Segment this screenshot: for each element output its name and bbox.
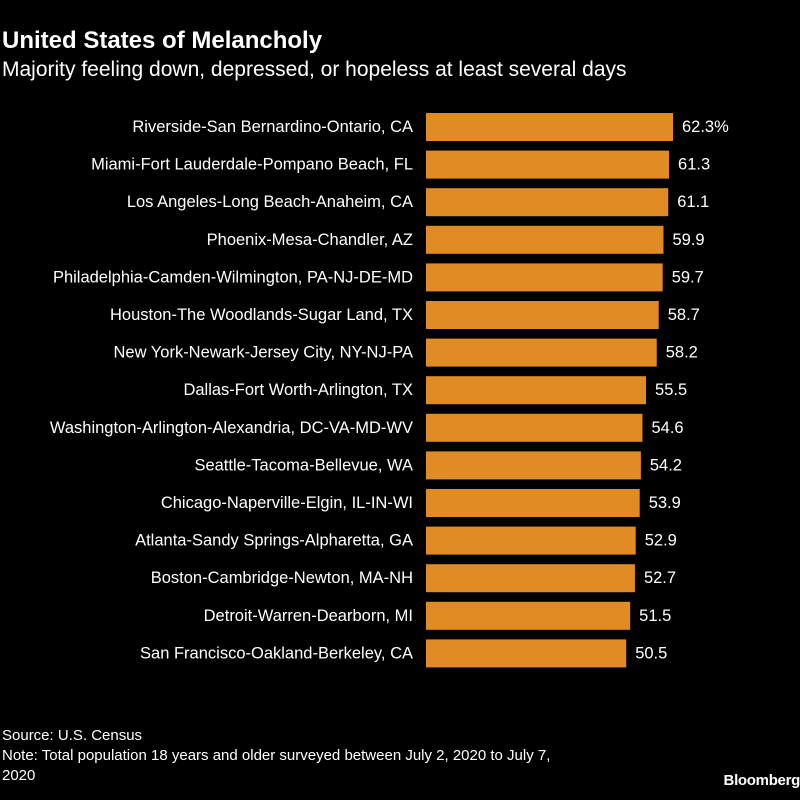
bar xyxy=(426,225,664,254)
category-label: Detroit-Warren-Dearborn, MI xyxy=(204,607,413,625)
bar xyxy=(426,564,635,593)
survey-note: Note: Total population 18 years and olde… xyxy=(2,747,551,764)
value-label: 50.5 xyxy=(635,644,667,662)
value-label: 58.2 xyxy=(666,344,698,362)
category-label: Philadelphia-Camden-Wilmington, PA-NJ-DE… xyxy=(53,268,413,286)
value-label: 54.2 xyxy=(650,456,682,474)
bloomberg-logo: Bloomberg xyxy=(723,772,800,789)
category-label: San Francisco-Oakland-Berkeley, CA xyxy=(140,644,413,662)
bar xyxy=(426,338,657,367)
value-label: 52.9 xyxy=(645,532,677,550)
survey-note-continued: 2020 xyxy=(2,767,36,784)
bar xyxy=(426,526,636,555)
bar xyxy=(426,413,643,442)
value-label: 59.9 xyxy=(672,231,704,249)
category-label: Phoenix-Mesa-Chandler, AZ xyxy=(207,231,413,249)
category-label: Houston-The Woodlands-Sugar Land, TX xyxy=(110,306,413,324)
source-note: Source: U.S. Census xyxy=(2,727,143,744)
bar xyxy=(426,301,659,329)
value-label: 59.7 xyxy=(672,268,704,286)
bar xyxy=(426,489,640,517)
value-label: 58.7 xyxy=(668,306,700,324)
bar-chart: Riverside-San Bernardino-Ontario, CA 62.3… xyxy=(50,113,729,668)
category-label: Chicago-Naperville-Elgin, IL-IN-WI xyxy=(161,494,413,512)
bar xyxy=(426,451,641,480)
category-label: Dallas-Fort Worth-Arlington, TX xyxy=(183,381,413,399)
bar xyxy=(426,263,663,292)
chart-title: United States of Melancholy xyxy=(2,27,323,54)
category-label: Seattle-Tacoma-Bellevue, WA xyxy=(194,456,413,474)
category-label: New York-Newark-Jersey City, NY-NJ-PA xyxy=(113,344,413,362)
bar xyxy=(426,376,647,405)
value-label: 61.1 xyxy=(677,193,709,211)
value-label: 52.7 xyxy=(644,569,676,587)
value-label: 51.5 xyxy=(639,607,671,625)
bar xyxy=(426,188,669,217)
chart-subtitle: Majority feeling down, depressed, or hop… xyxy=(2,58,627,81)
category-label: Atlanta-Sandy Springs-Alpharetta, GA xyxy=(135,532,413,550)
bar xyxy=(426,150,670,179)
category-label: Riverside-San Bernardino-Ontario, CA xyxy=(132,118,413,136)
value-label: 53.9 xyxy=(649,494,681,512)
value-label: 55.5 xyxy=(655,381,687,399)
category-label: Boston-Cambridge-Newton, MA-NH xyxy=(151,569,413,587)
value-label: 62.3% xyxy=(682,118,729,136)
category-label: Miami-Fort Lauderdale-Pompano Beach, FL xyxy=(91,156,413,174)
bar xyxy=(426,113,673,141)
value-label: 54.6 xyxy=(651,419,683,437)
bar xyxy=(426,601,631,630)
category-label: Los Angeles-Long Beach-Anaheim, CA xyxy=(127,193,413,211)
value-label: 61.3 xyxy=(678,156,710,174)
bar xyxy=(426,639,627,668)
category-label: Washington-Arlington-Alexandria, DC-VA-M… xyxy=(50,419,413,437)
